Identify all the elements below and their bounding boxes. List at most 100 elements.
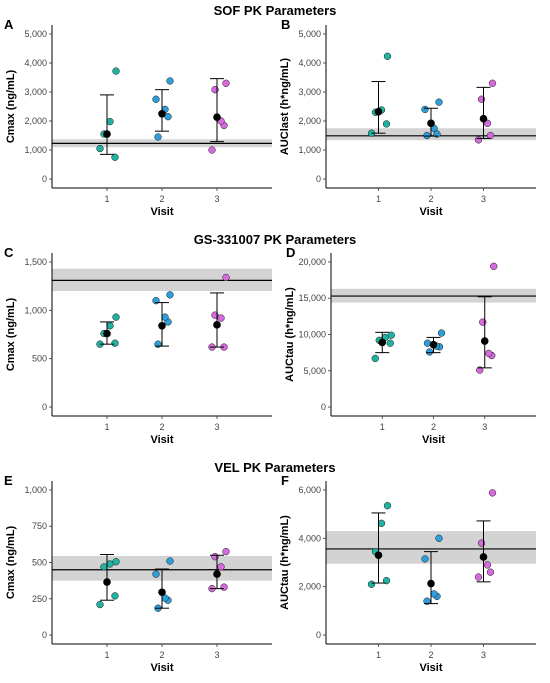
- panel-c-xtick-label: 3: [214, 422, 219, 432]
- panel-c-ytick-label: 1,000: [24, 305, 47, 315]
- panel-a-ytick-label: 3,000: [24, 87, 47, 97]
- panel-a-ytick-label: 4,000: [24, 58, 47, 68]
- panel-f-ytick-label: 4,000: [298, 533, 321, 543]
- panel-d-visit1-mean: [378, 338, 387, 347]
- panel-a-visit2-point: [152, 95, 160, 103]
- panel-b-x-axis-title: Visit: [419, 206, 442, 218]
- panel-c-visit2-mean: [158, 321, 166, 330]
- panel-a-visit3-point: [208, 146, 216, 154]
- panel-d-xtick-label: 1: [380, 422, 385, 432]
- panel-d-ytick-label: 15,000: [298, 293, 326, 303]
- panel-d-visit2-point: [425, 348, 434, 356]
- panel-c-ytick-label: 0: [42, 402, 47, 412]
- panel-b-xtick-label: 2: [428, 194, 433, 204]
- panel-c-visit2-point: [161, 313, 169, 321]
- panel-a-ytick-label: 1,000: [24, 145, 47, 155]
- panel-a-visit1-point: [112, 67, 120, 75]
- panel-e-visit1-point: [111, 592, 119, 600]
- panel-e-visit1-mean: [103, 578, 111, 586]
- panel-e-visit2-mean: [158, 588, 166, 597]
- row-title-vel: VEL PK Parameters: [214, 460, 335, 475]
- panel-b-visit2-point: [435, 98, 443, 106]
- panel-d-ytick-label: 10,000: [298, 330, 326, 340]
- panel-c-visit1-mean: [103, 329, 111, 338]
- panel-e-x-axis-title: Visit: [150, 662, 173, 674]
- panel-b-visit3-mean: [479, 114, 488, 123]
- panel-f-letter: F: [281, 473, 289, 488]
- panel-a-visit3-mean: [213, 113, 221, 122]
- panel-c-y-axis-title: Cmax (ng/mL): [5, 297, 17, 371]
- panel-d-ytick-label: 5,000: [303, 366, 326, 376]
- panel-f-ytick-label: 6,000: [298, 485, 321, 495]
- panel-a-visit2-point: [166, 77, 174, 85]
- panel-a-ytick-label: 2,000: [24, 116, 47, 126]
- panel-d-visit1-point: [386, 339, 394, 347]
- panel-b-visit1-point: [383, 52, 392, 60]
- panel-b-ytick-label: 0: [316, 174, 321, 184]
- panel-e-letter: E: [4, 473, 13, 488]
- panel-f-ytick-label: 2,000: [298, 582, 321, 592]
- panel-b-visit2-point: [421, 105, 429, 114]
- panel-d-ytick-label: 0: [321, 402, 326, 412]
- panel-e-ytick-label: 0: [42, 630, 47, 640]
- panel-e-visit3-point: [222, 547, 230, 556]
- panel-d-xtick-label: 3: [482, 422, 487, 432]
- panel-d-letter: D: [286, 245, 295, 260]
- panel-a-xtick-label: 1: [104, 194, 109, 204]
- panel-c-x-axis-title: Visit: [150, 434, 173, 446]
- panel-b-visit2-point: [423, 131, 431, 140]
- panel-a-y-axis-title: Cmax (ng/mL): [5, 69, 17, 143]
- panel-f-visit3-point: [486, 568, 495, 576]
- panel-c-visit1-point: [106, 322, 114, 330]
- panel-d-visit1-point: [371, 354, 379, 363]
- panel-c-letter: C: [4, 245, 14, 260]
- panel-b-ytick-label: 5,000: [298, 29, 321, 39]
- panel-c-visit3-point: [217, 314, 225, 322]
- panel-c-ytick-label: 1,500: [24, 257, 47, 267]
- panel-f-visit1-point: [383, 502, 392, 510]
- panel-e-visit3-point: [217, 563, 225, 571]
- panel-f-visit1-point: [382, 576, 391, 585]
- panel-b-ytick-label: 3,000: [298, 87, 321, 97]
- panel-e-xtick-label: 3: [214, 650, 219, 660]
- panel-b-ytick-label: 1,000: [298, 145, 321, 155]
- panel-f-visit3-point: [483, 561, 492, 569]
- panel-f-visit2-point: [423, 597, 431, 605]
- panel-e-ytick-label: 750: [32, 521, 47, 531]
- row-title-gs331007: GS-331007 PK Parameters: [194, 232, 357, 247]
- panel-a-visit1-point: [96, 144, 104, 153]
- panel-b-visit2-mean: [427, 119, 435, 128]
- panel-a-letter: A: [4, 17, 14, 32]
- panel-a-x-axis-title: Visit: [150, 206, 173, 218]
- panel-e-visit3-point: [220, 583, 228, 591]
- panel-d-visit1-point: [387, 331, 395, 339]
- panel-f-visit3-mean: [479, 553, 488, 561]
- panel-C: C 0 500 1,000 1,500 1 2 3 Visit Cmax (ng/mL): [4, 245, 272, 446]
- panel-d-visit2-point: [437, 329, 446, 337]
- panel-d-visit3-point: [490, 262, 498, 270]
- panel-a-xtick-label: 2: [159, 194, 164, 204]
- panel-e-xtick-label: 1: [104, 650, 109, 660]
- panel-f-visit2-point: [421, 555, 429, 563]
- panel-f-x-axis-title: Visit: [419, 662, 442, 674]
- panel-F: F 0 2,000 4,000 6,000 1 2 3 Visit AUCtau (h*ng/mL…: [279, 473, 536, 674]
- panel-a-visit2-mean: [158, 109, 166, 118]
- panel-b-visit1-mean: [374, 107, 383, 116]
- panel-f-y-axis-title: AUCtau (h*ng/mL): [279, 515, 291, 610]
- panel-a-visit1-mean: [103, 130, 111, 138]
- panel-a-xtick-label: 3: [214, 194, 219, 204]
- panel-a-visit1-point: [106, 117, 114, 126]
- panel-b-visit3-point: [474, 136, 483, 144]
- panel-c-visit2-point: [166, 291, 174, 299]
- panel-c-visit3-point: [222, 273, 230, 282]
- panel-c-visit1-point: [112, 313, 120, 321]
- panel-f-visit3-point: [488, 489, 497, 497]
- panel-f-ytick-label: 0: [316, 630, 321, 640]
- panel-f-xtick-label: 3: [481, 650, 486, 660]
- panel-a-ytick-label: 5,000: [24, 29, 47, 39]
- panel-c-xtick-label: 1: [104, 422, 109, 432]
- panel-b-visit1-point: [382, 120, 391, 128]
- panel-a-visit2-point: [164, 113, 172, 121]
- panel-d-x-axis-title: Visit: [422, 434, 445, 446]
- panel-f-xtick-label: 1: [376, 650, 381, 660]
